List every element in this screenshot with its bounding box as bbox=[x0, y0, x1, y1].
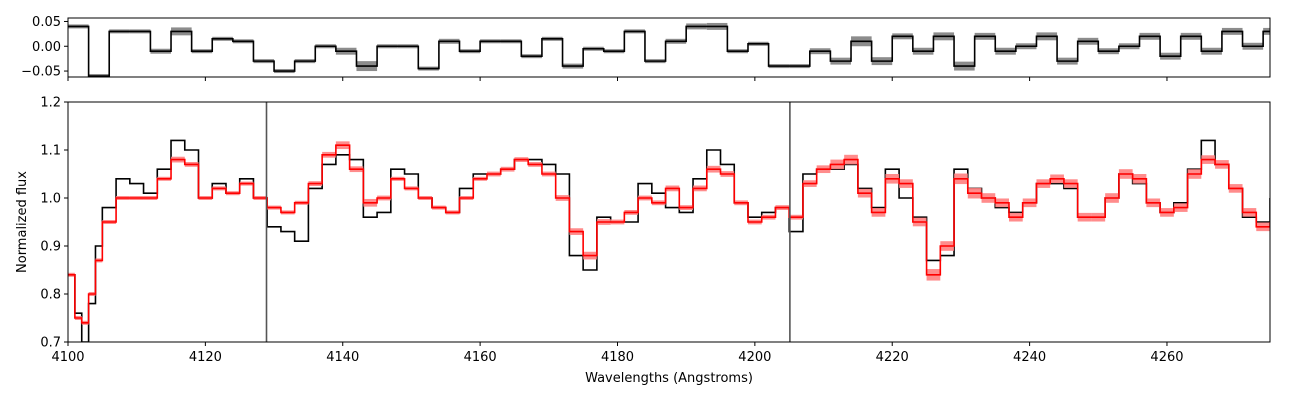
plot-clip-group bbox=[68, 22, 1270, 77]
plot-clip-group bbox=[68, 102, 1270, 342]
residual-axes-frame bbox=[67, 17, 1271, 78]
y-tick-label: 0.7 bbox=[40, 336, 61, 351]
spectrum-plot-area bbox=[68, 102, 1270, 342]
x-tick-label: 4200 bbox=[738, 350, 771, 365]
y-tick-label: −0.05 bbox=[21, 65, 61, 80]
residual-ticks: −0.05 0.00 0.05 bbox=[21, 15, 1168, 81]
y-tick-label: 1.0 bbox=[40, 192, 61, 207]
spectrum-axes-frame bbox=[67, 101, 1271, 343]
x-axis-label: Wavelengths (Angstroms) bbox=[585, 371, 753, 386]
x-tick-label: 4220 bbox=[876, 350, 909, 365]
x-tick-label: 4140 bbox=[326, 350, 359, 365]
y-tick-label: 0.00 bbox=[32, 40, 61, 55]
y-tick-label: 0.8 bbox=[40, 288, 61, 303]
spectrum-panel: 0.7 0.8 0.9 1.0 1.1 1.2 4100 4120 4140 4160 4180 42… bbox=[40, 96, 1271, 366]
x-tick-label: 4180 bbox=[601, 350, 634, 365]
residual-panel: −0.05 0.00 0.05 bbox=[21, 15, 1271, 81]
x-tick-label: 4120 bbox=[189, 350, 222, 365]
x-tick-label: 4240 bbox=[1013, 350, 1046, 365]
x-tick-label: 4160 bbox=[464, 350, 497, 365]
y-tick-label: 1.1 bbox=[40, 144, 61, 159]
spectrum-ticks: 0.7 0.8 0.9 1.0 1.1 1.2 4100 4120 4140 4160 4180 42… bbox=[40, 96, 1183, 366]
series-0-line bbox=[68, 139, 1270, 342]
x-tick-label: 4100 bbox=[51, 350, 84, 365]
residual-plot-area bbox=[68, 22, 1270, 77]
x-tick-label: 4260 bbox=[1150, 350, 1183, 365]
series-1-line bbox=[68, 144, 1270, 324]
y-tick-label: 0.9 bbox=[40, 240, 61, 255]
y-tick-label: 0.05 bbox=[32, 15, 61, 30]
y-axis-label: Normalized flux bbox=[15, 171, 30, 273]
y-tick-label: 1.2 bbox=[40, 96, 61, 111]
series-0-line bbox=[68, 25, 1270, 77]
